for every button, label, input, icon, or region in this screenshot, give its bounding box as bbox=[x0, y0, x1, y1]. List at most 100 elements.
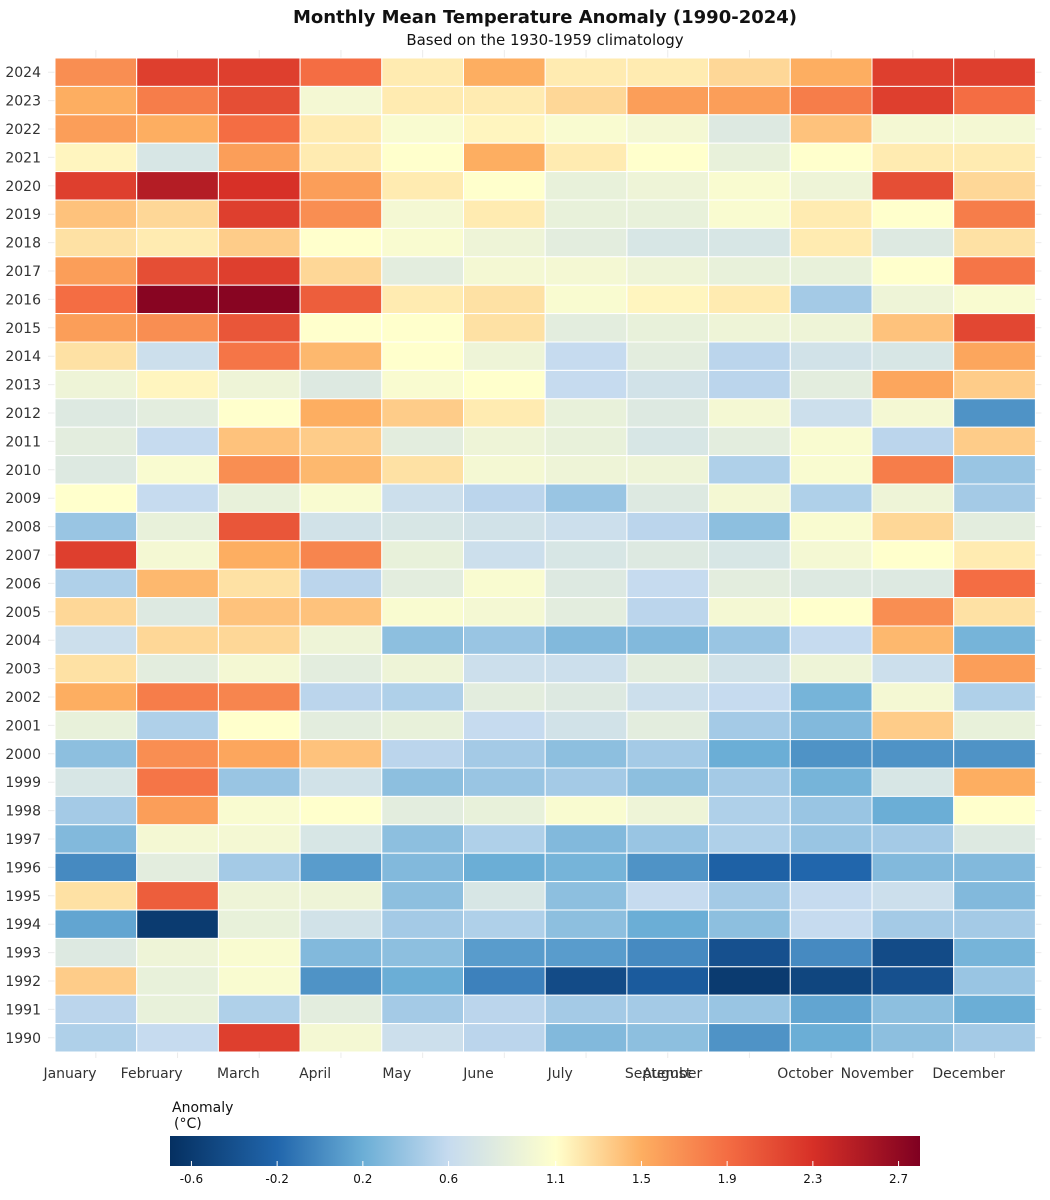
heatmap-cell bbox=[953, 852, 1036, 883]
heatmap-cell bbox=[953, 313, 1036, 343]
heatmap-cell bbox=[871, 114, 955, 144]
heatmap-cell bbox=[54, 852, 138, 883]
heatmap-cell bbox=[789, 199, 873, 229]
y-tick-label: 2014 bbox=[5, 349, 41, 365]
heatmap-cell bbox=[953, 398, 1036, 428]
heatmap-cell bbox=[626, 937, 710, 968]
x-tick-label: February bbox=[121, 1066, 183, 1082]
heatmap-cell bbox=[54, 625, 138, 655]
heatmap-cell bbox=[54, 114, 138, 144]
heatmap-cell bbox=[626, 710, 710, 741]
heatmap-cell bbox=[871, 398, 955, 428]
heatmap-cell bbox=[544, 568, 628, 599]
heatmap-cell bbox=[381, 1023, 464, 1053]
heatmap-cell bbox=[136, 568, 219, 599]
heatmap-cell bbox=[381, 455, 464, 485]
heatmap-cell bbox=[871, 966, 955, 996]
heatmap-cell bbox=[463, 909, 546, 939]
heatmap-cell bbox=[544, 313, 628, 343]
heatmap-cell bbox=[789, 739, 873, 769]
heatmap-cell bbox=[953, 341, 1036, 371]
heatmap-cell bbox=[871, 284, 955, 315]
heatmap-cell bbox=[136, 483, 219, 513]
heatmap-cell bbox=[54, 710, 138, 741]
heatmap-cell bbox=[381, 284, 464, 315]
heatmap-cell bbox=[136, 767, 219, 797]
y-tick-label: 2009 bbox=[5, 491, 41, 507]
heatmap-cell bbox=[217, 597, 301, 627]
heatmap-cell bbox=[626, 114, 710, 144]
heatmap-cell bbox=[789, 483, 873, 513]
heatmap-cell bbox=[708, 597, 791, 627]
x-tick-label: January bbox=[42, 1066, 96, 1082]
heatmap-cell bbox=[381, 881, 464, 911]
heatmap-cell bbox=[544, 256, 628, 286]
y-tick-label: 1993 bbox=[5, 946, 41, 962]
legend-tick-label: 0.6 bbox=[439, 1172, 458, 1186]
heatmap-cell bbox=[381, 824, 464, 854]
heatmap-cell bbox=[871, 881, 955, 911]
heatmap-cell bbox=[708, 824, 791, 854]
heatmap-cell bbox=[54, 597, 138, 627]
heatmap-cell bbox=[381, 682, 464, 712]
heatmap-cell bbox=[626, 511, 710, 542]
heatmap-cell bbox=[544, 682, 628, 712]
x-tick-label: November bbox=[841, 1066, 914, 1082]
heatmap-cell bbox=[136, 142, 219, 173]
heatmap-cell bbox=[708, 682, 791, 712]
heatmap-cell bbox=[463, 852, 546, 883]
heatmap-cell bbox=[871, 568, 955, 599]
legend-tick-label: 2.3 bbox=[803, 1172, 822, 1186]
heatmap-cell bbox=[708, 1023, 791, 1053]
heatmap-cell bbox=[463, 682, 546, 712]
heatmap-cell bbox=[299, 227, 383, 258]
heatmap-cell bbox=[708, 57, 791, 87]
heatmap-cell bbox=[54, 57, 138, 87]
heatmap-cell bbox=[463, 625, 546, 655]
heatmap-cell bbox=[136, 540, 219, 570]
heatmap-cell bbox=[463, 881, 546, 911]
y-axis-labels: 2024 2023 2022 2021 2020 2019 2018 2017 2016 2015… bbox=[5, 65, 41, 1047]
heatmap-cell bbox=[626, 142, 710, 173]
legend-tick-label: 1.9 bbox=[718, 1172, 737, 1186]
heatmap-cell bbox=[626, 398, 710, 428]
y-tick-label: 2000 bbox=[5, 747, 41, 763]
heatmap-cell bbox=[299, 398, 383, 428]
heatmap-cell bbox=[463, 540, 546, 570]
heatmap-cell bbox=[626, 483, 710, 513]
heatmap-cell bbox=[871, 341, 955, 371]
heatmap-cell bbox=[871, 682, 955, 712]
x-tick-label: July bbox=[547, 1066, 573, 1082]
heatmap-cell bbox=[789, 625, 873, 655]
heatmap-cell bbox=[299, 767, 383, 797]
heatmap-cell bbox=[54, 540, 138, 570]
heatmap-cell bbox=[299, 881, 383, 911]
heatmap-cell bbox=[626, 994, 710, 1025]
heatmap-cell bbox=[54, 682, 138, 712]
heatmap-cell bbox=[789, 171, 873, 201]
heatmap-cell bbox=[544, 369, 628, 400]
heatmap-cell bbox=[789, 795, 873, 826]
heatmap-cell bbox=[544, 142, 628, 173]
heatmap-cell bbox=[953, 739, 1036, 769]
heatmap-cell bbox=[708, 937, 791, 968]
heatmap-cell bbox=[871, 142, 955, 173]
heatmap-cell bbox=[544, 341, 628, 371]
heatmap-cell bbox=[54, 767, 138, 797]
legend-title: Anomaly bbox=[172, 1100, 233, 1116]
legend-tick-label: -0.2 bbox=[265, 1172, 288, 1186]
x-tick-label: September bbox=[625, 1066, 703, 1082]
legend-tick-label: 1.5 bbox=[632, 1172, 651, 1186]
heatmap-cell bbox=[871, 625, 955, 655]
heatmap-cell bbox=[708, 739, 791, 769]
heatmap-cell bbox=[299, 966, 383, 996]
heatmap-cell bbox=[544, 114, 628, 144]
heatmap-cell bbox=[217, 994, 301, 1025]
heatmap-cell bbox=[953, 256, 1036, 286]
heatmap-cell bbox=[463, 568, 546, 599]
heatmap-cell bbox=[381, 767, 464, 797]
heatmap-cell bbox=[708, 313, 791, 343]
heatmap-cell bbox=[789, 597, 873, 627]
heatmap-cell bbox=[708, 199, 791, 229]
heatmap-cell bbox=[953, 142, 1036, 173]
